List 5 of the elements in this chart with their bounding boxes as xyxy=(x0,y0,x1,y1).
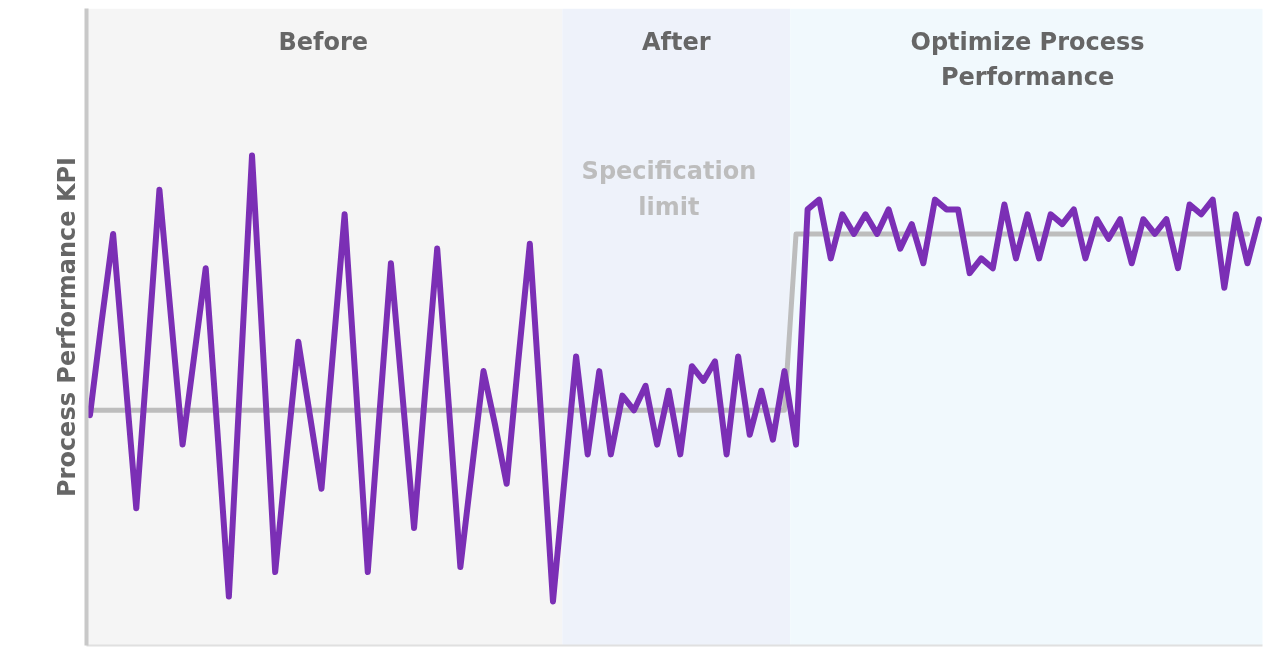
text: Optimize Process Performance xyxy=(910,27,1145,91)
series-label: Specification limit xyxy=(581,156,757,222)
text: Before xyxy=(278,27,369,56)
y-axis-title: Process Performance KPI xyxy=(52,156,81,498)
text: After xyxy=(641,27,711,56)
